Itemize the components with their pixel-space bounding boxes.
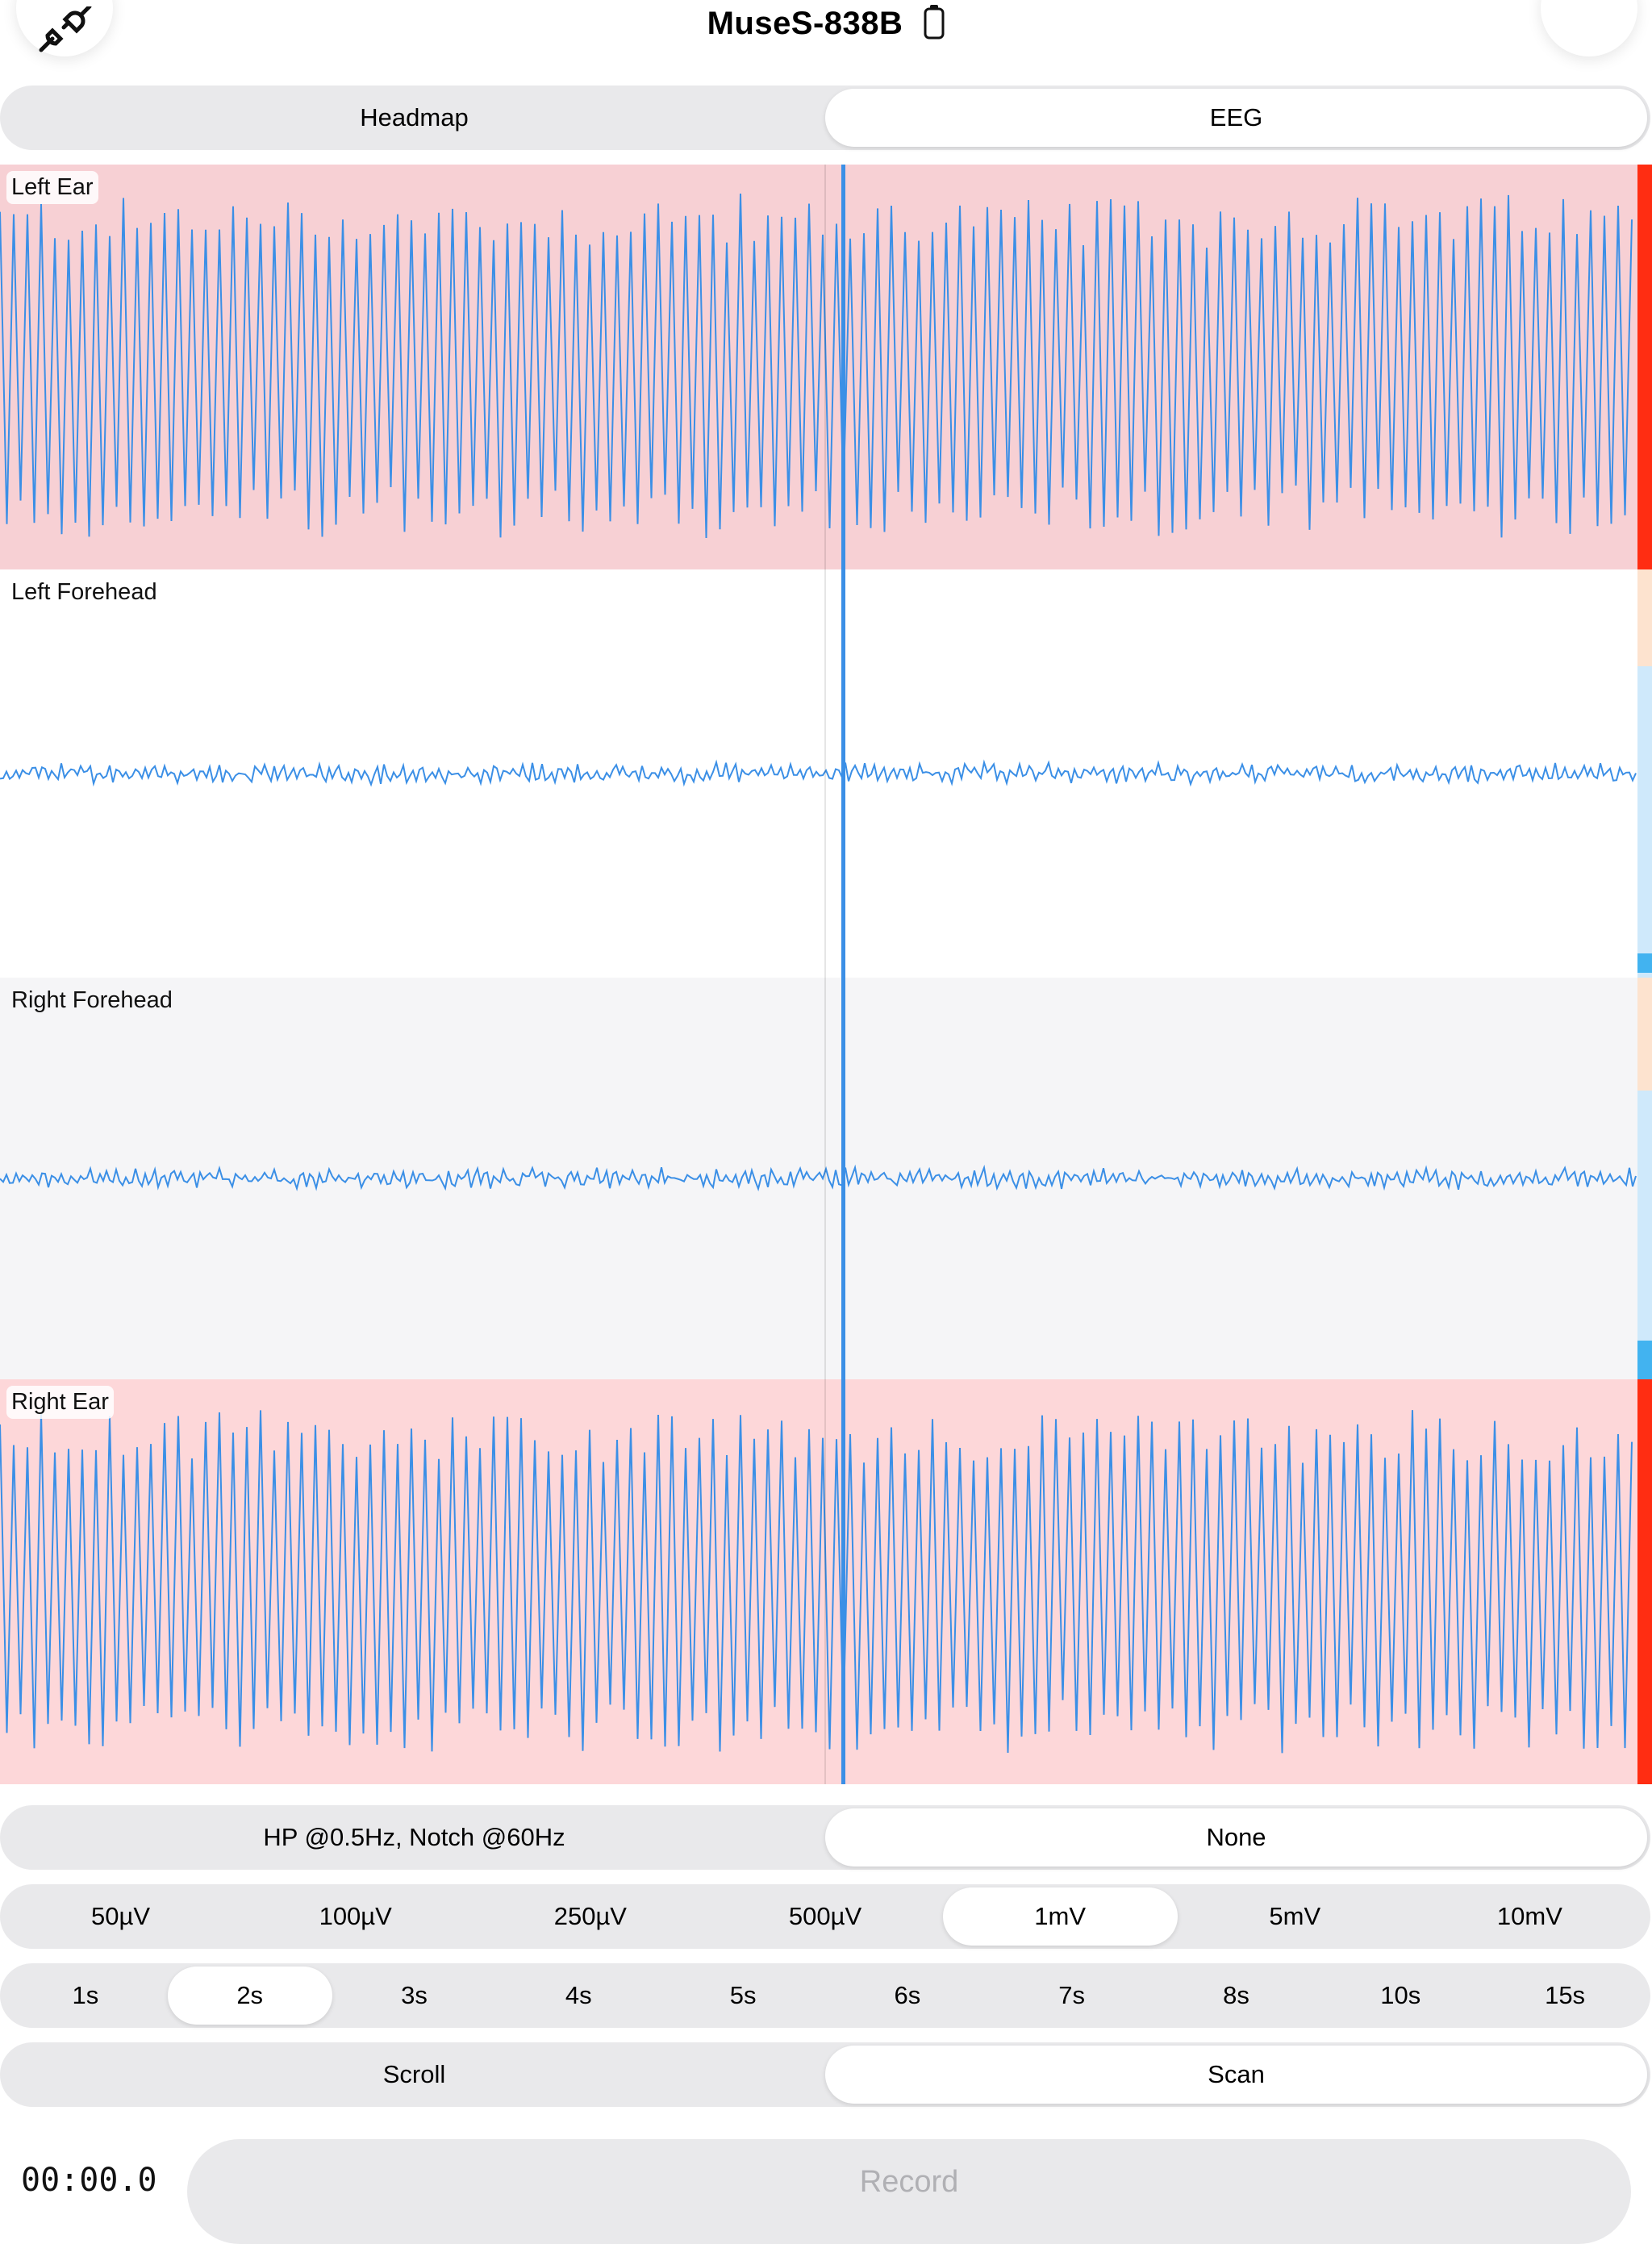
timebase-option-15s[interactable]: 15s bbox=[1545, 1981, 1586, 2009]
timebase-option-10s[interactable]: 10s bbox=[1380, 1981, 1421, 2009]
timebase-option-6s[interactable]: 6s bbox=[894, 1981, 921, 2009]
scale-option-50uv[interactable]: 50µV bbox=[91, 1902, 151, 1930]
filter-option-none[interactable]: None bbox=[825, 1808, 1647, 1867]
trace-left-ear bbox=[0, 193, 1633, 539]
channel-label: Right Forehead bbox=[11, 987, 173, 1013]
mode-option-scan[interactable]: Scan bbox=[825, 2046, 1647, 2104]
trace-right-forehead bbox=[0, 1164, 1637, 1191]
eeg-waveform bbox=[0, 1410, 1633, 1754]
channel-label: Left Forehead bbox=[11, 579, 157, 605]
view-tabs: Headmap EEG bbox=[0, 86, 1650, 150]
scale-option-500uv[interactable]: 500µV bbox=[788, 1902, 862, 1930]
scale-option-100uv[interactable]: 100µV bbox=[319, 1902, 392, 1930]
quality-bar-right-ear bbox=[1637, 1379, 1652, 1784]
tab-headmap[interactable]: Headmap bbox=[360, 103, 469, 131]
channel-left-forehead: Left Forehead bbox=[0, 569, 1637, 978]
scan-cursor bbox=[841, 165, 845, 1784]
timebase-option-5s[interactable]: 5s bbox=[729, 1981, 757, 2009]
timebase-option-4s[interactable]: 4s bbox=[565, 1981, 592, 2009]
battery-icon bbox=[924, 4, 945, 44]
mode-option-scroll[interactable]: Scroll bbox=[382, 2060, 446, 2088]
timebase-option-7s[interactable]: 7s bbox=[1058, 1981, 1086, 2009]
quality-bar-left-forehead bbox=[1637, 569, 1652, 978]
eeg-waveform bbox=[0, 193, 1633, 539]
timebase-option-2s[interactable]: 2s bbox=[167, 1967, 332, 2025]
center-divider bbox=[824, 165, 826, 1784]
timebase-selector: 1s 2s 3s 4s 5s 6s 7s 8s 10s 15s bbox=[0, 1963, 1650, 2028]
channel-label: Right Ear bbox=[6, 1386, 114, 1419]
scale-option-10mv[interactable]: 10mV bbox=[1496, 1902, 1562, 1930]
timebase-option-8s[interactable]: 8s bbox=[1223, 1981, 1249, 2009]
record-button-label: Record bbox=[859, 2165, 959, 2199]
plug-disconnect-icon bbox=[36, 4, 93, 59]
scale-option-1mv[interactable]: 1mV bbox=[942, 1887, 1178, 1946]
tab-eeg[interactable]: EEG bbox=[825, 89, 1647, 147]
scale-option-250uv[interactable]: 250µV bbox=[553, 1902, 627, 1930]
record-button[interactable]: Record bbox=[187, 2139, 1631, 2244]
trace-left-forehead bbox=[0, 759, 1637, 787]
timebase-option-1s[interactable]: 1s bbox=[72, 1981, 99, 2009]
quality-bar-right-forehead bbox=[1637, 978, 1652, 1379]
filter-option-hp-notch[interactable]: HP @0.5Hz, Notch @60Hz bbox=[263, 1823, 565, 1851]
trace-right-ear bbox=[0, 1410, 1633, 1754]
filter-selector: HP @0.5Hz, Notch @60Hz None bbox=[0, 1805, 1650, 1870]
mode-selector: Scroll Scan bbox=[0, 2042, 1650, 2107]
recording-timer: 00:00.0 bbox=[21, 2162, 157, 2199]
channel-right-ear: Right Ear bbox=[0, 1379, 1637, 1784]
device-title: MuseS-838B bbox=[707, 5, 903, 41]
scale-option-5mv[interactable]: 5mV bbox=[1269, 1902, 1321, 1930]
scale-selector: 50µV 100µV 250µV 500µV 1mV 5mV 10mV bbox=[0, 1884, 1650, 1949]
channel-right-forehead: Right Forehead bbox=[0, 978, 1637, 1379]
timebase-option-3s[interactable]: 3s bbox=[401, 1981, 428, 2009]
eeg-waveform bbox=[0, 759, 1637, 787]
channel-left-ear: Left Ear bbox=[0, 165, 1637, 569]
quality-bar-left-ear bbox=[1637, 165, 1652, 569]
eeg-waveform bbox=[0, 1164, 1637, 1191]
channel-label: Left Ear bbox=[6, 171, 98, 204]
